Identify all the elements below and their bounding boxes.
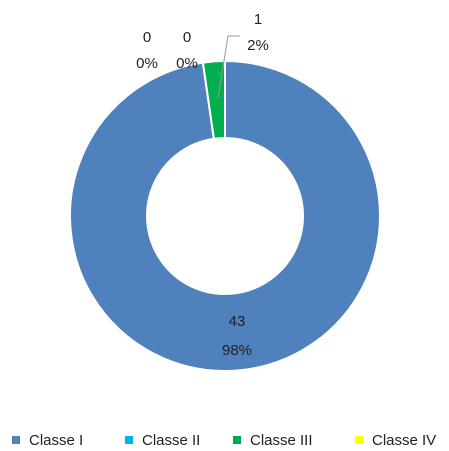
data-label: 43 bbox=[229, 313, 246, 330]
donut-slice bbox=[69, 59, 381, 372]
legend-swatch bbox=[233, 436, 241, 444]
percent-label: 0% bbox=[176, 55, 198, 72]
percent-label: 0% bbox=[136, 55, 158, 72]
legend-label: Classe II bbox=[142, 432, 200, 449]
data-label: 0 bbox=[183, 29, 191, 46]
legend-swatch bbox=[355, 436, 363, 444]
legend-swatch bbox=[125, 436, 133, 444]
data-label: 0 bbox=[143, 29, 151, 46]
data-label: 1 bbox=[254, 11, 262, 28]
legend-swatch bbox=[12, 436, 20, 444]
legend-label: Classe III bbox=[250, 432, 313, 449]
legend-label: Classe IV bbox=[372, 432, 436, 449]
percent-label: 98% bbox=[222, 342, 252, 359]
legend-label: Classe I bbox=[29, 432, 83, 449]
percent-label: 2% bbox=[247, 37, 269, 54]
leader-line bbox=[217, 35, 240, 99]
